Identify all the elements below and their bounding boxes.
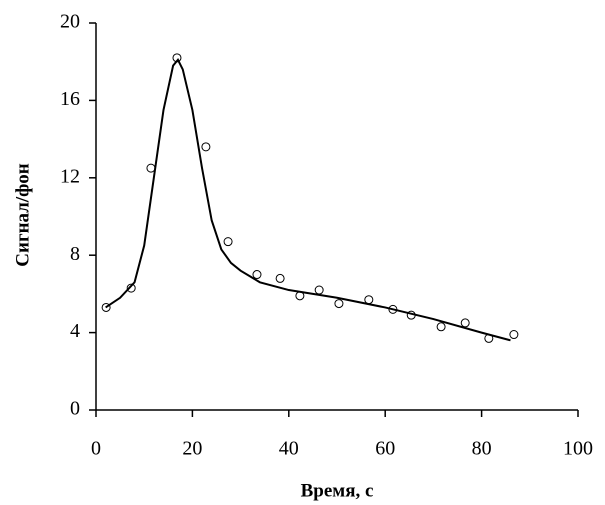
y-tick-label: 20 bbox=[60, 11, 80, 33]
x-tick-label: 80 bbox=[472, 438, 492, 460]
y-tick-label: 8 bbox=[70, 243, 80, 265]
data-point bbox=[314, 285, 324, 295]
data-point bbox=[146, 163, 156, 173]
x-tick-label: 60 bbox=[375, 438, 395, 460]
data-point bbox=[460, 318, 470, 328]
y-tick-label: 4 bbox=[70, 320, 80, 342]
y-tick-label: 0 bbox=[70, 398, 80, 420]
data-point bbox=[201, 142, 211, 152]
y-tick-label: 16 bbox=[60, 88, 80, 110]
x-tick-label: 0 bbox=[91, 438, 101, 460]
x-tick-label: 40 bbox=[279, 438, 299, 460]
data-point bbox=[364, 295, 374, 305]
data-point bbox=[126, 283, 136, 293]
fit-line bbox=[105, 57, 511, 342]
data-point bbox=[334, 299, 344, 309]
data-point bbox=[275, 273, 285, 283]
x-axis-title: Время, с bbox=[301, 480, 374, 501]
data-point bbox=[223, 237, 233, 247]
y-axis-title: Сигнал/фон bbox=[12, 163, 33, 266]
data-point bbox=[509, 330, 519, 340]
data-point bbox=[252, 270, 262, 280]
y-tick-label: 12 bbox=[60, 165, 80, 187]
x-tick-label: 100 bbox=[563, 438, 593, 460]
x-tick-label: 20 bbox=[182, 438, 202, 460]
data-point bbox=[436, 322, 446, 332]
